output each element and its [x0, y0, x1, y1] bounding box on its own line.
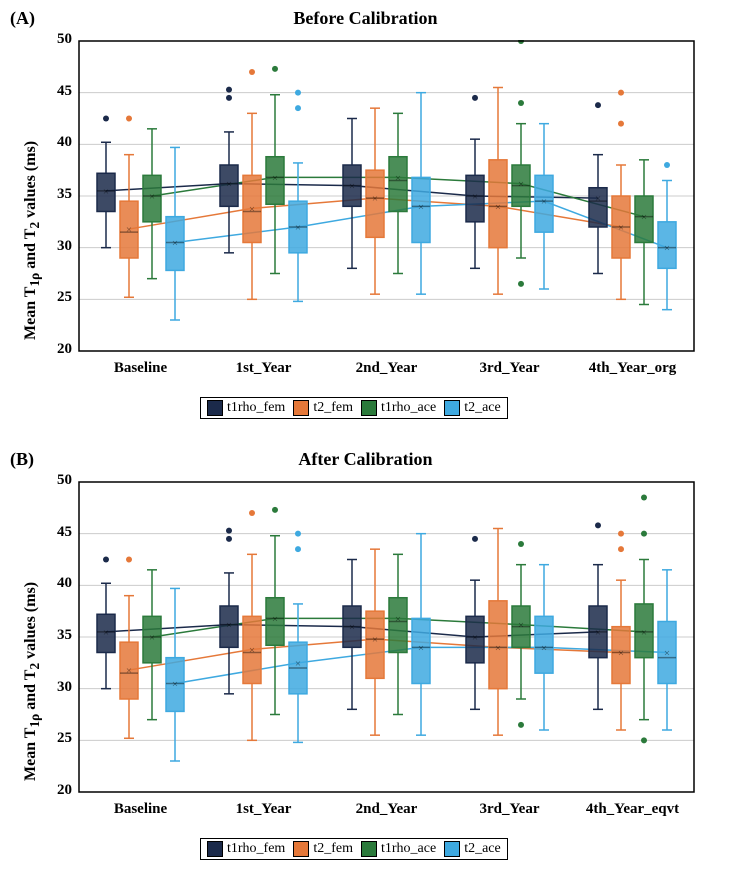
- legend-label: t2_ace: [464, 400, 501, 416]
- legend-swatch: [361, 400, 377, 416]
- svg-text:×: ×: [418, 201, 424, 213]
- panel-a: (A) Before Calibration Mean T1ρ and T2 v…: [0, 0, 731, 441]
- chart-b: × × × × Baseline × × × × 1st_Year × × × × 2nd_Year × × × ×…: [78, 481, 695, 841]
- x-tick-label: 4th_Year_org: [589, 360, 677, 376]
- svg-text:×: ×: [149, 191, 155, 203]
- svg-text:×: ×: [349, 181, 355, 193]
- svg-text:×: ×: [418, 642, 424, 654]
- y-tick-label: 25: [57, 730, 72, 747]
- legend-label: t1rho_fem: [227, 841, 285, 857]
- y-tick-label: 40: [57, 575, 72, 592]
- panel-title-b: After Calibration: [0, 449, 731, 470]
- y-tick-label: 25: [57, 289, 72, 306]
- y-tick-label: 35: [57, 186, 72, 203]
- y-tick-label: 35: [57, 627, 72, 644]
- legend-swatch: [293, 841, 309, 857]
- x-tick-label: 2nd_Year: [356, 801, 418, 817]
- svg-text:×: ×: [172, 679, 178, 691]
- legend-swatch: [207, 841, 223, 857]
- x-tick-label: 2nd_Year: [356, 360, 418, 376]
- y-tick-label: 45: [57, 524, 72, 541]
- svg-text:×: ×: [395, 613, 401, 625]
- svg-text:×: ×: [518, 179, 524, 191]
- y-tick-label: 45: [57, 83, 72, 100]
- y-tick-label: 30: [57, 679, 72, 696]
- x-tick-label: Baseline: [114, 360, 168, 376]
- legend-label: t1rho_fem: [227, 400, 285, 416]
- y-axis-label-b: Mean T1ρ and T2 values (ms): [22, 582, 43, 781]
- svg-text:×: ×: [349, 622, 355, 634]
- y-tick-label: 40: [57, 134, 72, 151]
- svg-text:×: ×: [472, 191, 478, 203]
- legend-swatch: [293, 400, 309, 416]
- legend-swatch: [361, 841, 377, 857]
- x-tick-label: 4th_Year_eqvt: [586, 801, 679, 817]
- chart-a: × × × × Baseline × × × × 1st_Year × × × × 2nd_Year × × × ×…: [78, 40, 695, 400]
- y-tick-label: 50: [57, 472, 72, 489]
- legend-item-t1rho_ace: t1rho_ace: [361, 841, 436, 857]
- legend-label: t2_fem: [313, 841, 353, 857]
- legend-swatch: [444, 841, 460, 857]
- y-tick-label: 20: [57, 782, 72, 799]
- legend-swatch: [207, 400, 223, 416]
- legend-label: t1rho_ace: [381, 400, 436, 416]
- svg-text:×: ×: [395, 172, 401, 184]
- svg-text:×: ×: [372, 634, 378, 646]
- svg-text:×: ×: [641, 627, 647, 639]
- legend-item-t2_ace: t2_ace: [444, 841, 501, 857]
- svg-text:×: ×: [618, 648, 624, 660]
- svg-text:×: ×: [664, 243, 670, 255]
- panel-b: (B) After Calibration Mean T1ρ and T2 va…: [0, 441, 731, 882]
- legend-b: t1rho_fem t2_fem t1rho_ace t2_ace: [200, 838, 508, 860]
- svg-text:×: ×: [226, 179, 232, 191]
- legend-label: t2_ace: [464, 841, 501, 857]
- svg-text:×: ×: [103, 627, 109, 639]
- legend-a: t1rho_fem t2_fem t1rho_ace t2_ace: [200, 397, 508, 419]
- y-tick-label: 20: [57, 341, 72, 358]
- svg-text:×: ×: [595, 627, 601, 639]
- y-tick-label: 50: [57, 31, 72, 48]
- svg-text:×: ×: [126, 665, 132, 677]
- svg-text:×: ×: [472, 632, 478, 644]
- x-tick-label: 3rd_Year: [480, 360, 540, 376]
- svg-text:×: ×: [495, 201, 501, 213]
- legend-label: t1rho_ace: [381, 841, 436, 857]
- svg-text:×: ×: [595, 193, 601, 205]
- svg-text:×: ×: [295, 658, 301, 670]
- svg-text:×: ×: [641, 212, 647, 224]
- legend-item-t2_fem: t2_fem: [293, 841, 353, 857]
- x-tick-label: Baseline: [114, 801, 168, 817]
- svg-text:×: ×: [372, 193, 378, 205]
- svg-text:×: ×: [126, 224, 132, 236]
- svg-text:×: ×: [618, 222, 624, 234]
- svg-text:×: ×: [272, 613, 278, 625]
- svg-text:×: ×: [149, 632, 155, 644]
- svg-text:×: ×: [295, 222, 301, 234]
- y-tick-label: 30: [57, 238, 72, 255]
- legend-item-t1rho_fem: t1rho_fem: [207, 400, 285, 416]
- legend-item-t1rho_fem: t1rho_fem: [207, 841, 285, 857]
- svg-text:×: ×: [664, 648, 670, 660]
- legend-item-t1rho_ace: t1rho_ace: [361, 400, 436, 416]
- legend-label: t2_fem: [313, 400, 353, 416]
- panel-title-a: Before Calibration: [0, 8, 731, 29]
- svg-text:×: ×: [495, 642, 501, 654]
- y-axis-label-a: Mean T1ρ and T2 values (ms): [22, 141, 43, 340]
- legend-swatch: [444, 400, 460, 416]
- x-tick-label: 1st_Year: [236, 801, 292, 817]
- x-tick-label: 1st_Year: [236, 360, 292, 376]
- svg-text:×: ×: [249, 203, 255, 215]
- svg-text:×: ×: [541, 642, 547, 654]
- legend-item-t2_fem: t2_fem: [293, 400, 353, 416]
- svg-text:×: ×: [541, 196, 547, 208]
- svg-text:×: ×: [103, 186, 109, 198]
- svg-text:×: ×: [249, 644, 255, 656]
- x-tick-label: 3rd_Year: [480, 801, 540, 817]
- svg-text:×: ×: [172, 238, 178, 250]
- legend-item-t2_ace: t2_ace: [444, 400, 501, 416]
- svg-text:×: ×: [518, 620, 524, 632]
- svg-text:×: ×: [272, 172, 278, 184]
- svg-text:×: ×: [226, 620, 232, 632]
